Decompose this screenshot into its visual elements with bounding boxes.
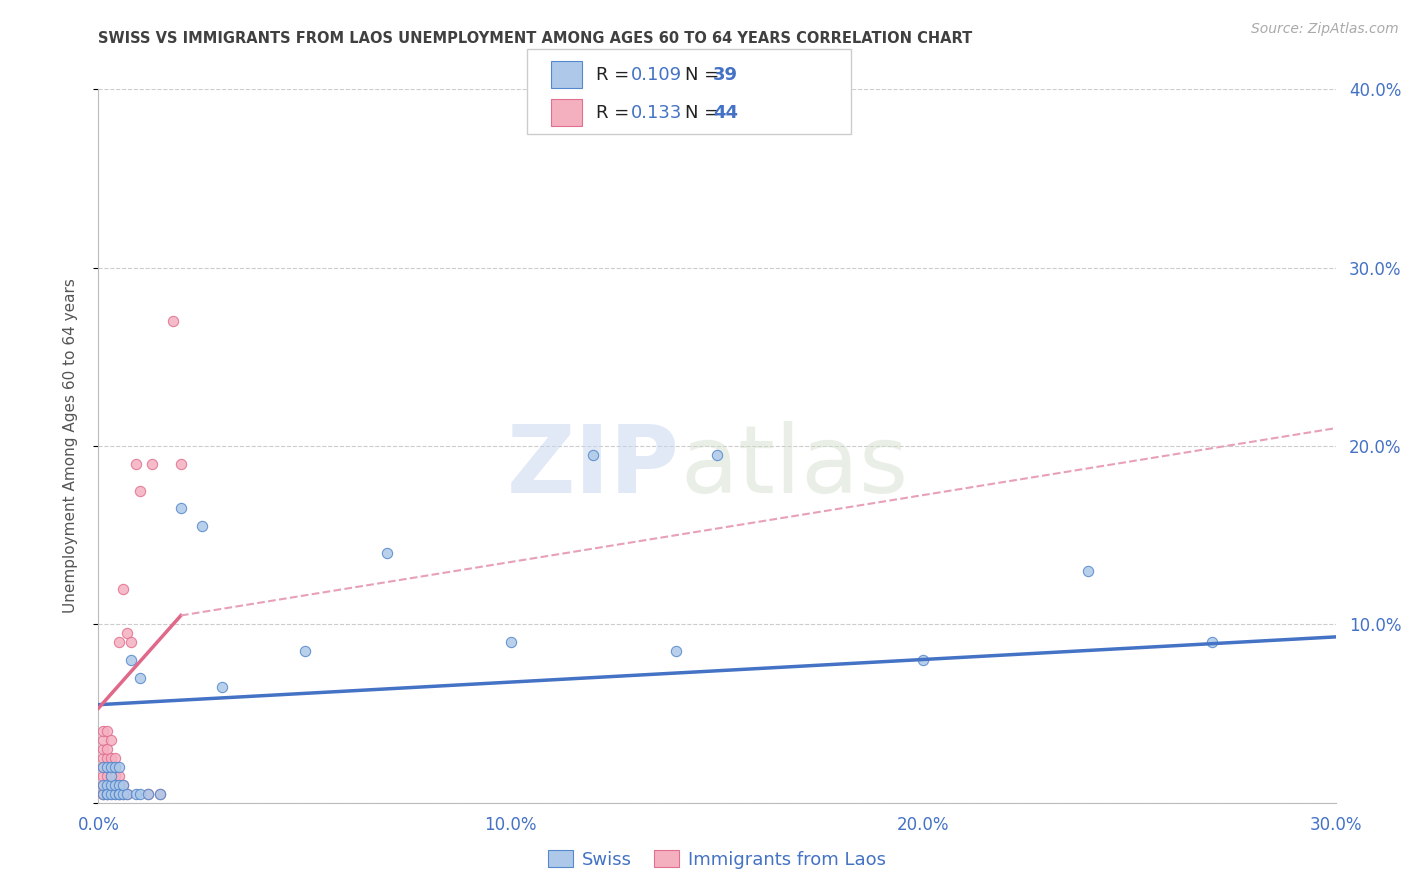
Point [149,787,172,801]
Point [91,760,114,774]
Point [96,724,118,739]
Point [136,787,159,801]
Point [1201,635,1223,649]
Point [108,778,131,792]
Text: SWISS VS IMMIGRANTS FROM LAOS UNEMPLOYMENT AMONG AGES 60 TO 64 YEARS CORRELATION: SWISS VS IMMIGRANTS FROM LAOS UNEMPLOYME… [98,31,973,46]
Point [96,760,118,774]
Point [128,787,150,801]
Point [124,787,146,801]
Point [211,680,233,694]
Point [91,778,114,792]
Point [96,778,118,792]
Point [108,778,131,792]
Point [104,778,127,792]
Point [91,787,114,801]
Point [112,787,135,801]
Point [170,501,193,516]
Point [104,787,127,801]
Point [96,787,118,801]
Text: 0.109: 0.109 [631,66,682,84]
Point [120,653,142,667]
Point [108,760,131,774]
Point [499,635,522,649]
Point [104,769,127,783]
Point [100,769,122,783]
Point [91,724,114,739]
Point [128,671,150,685]
Point [96,760,118,774]
Text: Source: ZipAtlas.com: Source: ZipAtlas.com [1251,22,1399,37]
Point [91,769,114,783]
Point [108,787,131,801]
Point [104,760,127,774]
Point [117,626,139,640]
Point [100,787,122,801]
Point [141,457,163,471]
Point [128,483,150,498]
Point [112,787,135,801]
Point [100,787,122,801]
Point [96,778,118,792]
Y-axis label: Unemployment Among Ages 60 to 64 years: Unemployment Among Ages 60 to 64 years [63,278,77,614]
Legend: Swiss, Immigrants from Laos: Swiss, Immigrants from Laos [541,843,893,876]
Point [100,778,122,792]
Point [100,760,122,774]
Point [117,787,139,801]
Point [162,314,184,328]
Point [104,760,127,774]
Point [96,742,118,756]
Point [100,769,122,783]
Point [100,751,122,765]
Point [190,519,212,533]
Point [91,742,114,756]
Point [117,787,139,801]
Point [706,448,728,462]
Point [108,769,131,783]
Text: N =: N = [685,103,724,121]
Point [112,778,135,792]
Point [170,457,193,471]
Point [104,751,127,765]
Point [100,733,122,747]
Point [149,787,172,801]
Point [91,787,114,801]
Text: 44: 44 [713,103,738,121]
Point [96,787,118,801]
Point [91,778,114,792]
Point [91,787,114,801]
Point [96,787,118,801]
Point [96,751,118,765]
Point [96,769,118,783]
Point [108,635,131,649]
Point [100,778,122,792]
Point [104,787,127,801]
Point [124,457,146,471]
Text: atlas: atlas [681,421,908,514]
Point [582,448,605,462]
Text: 39: 39 [713,66,738,84]
Point [100,760,122,774]
Point [91,733,114,747]
Point [108,787,131,801]
Point [294,644,316,658]
Point [136,787,159,801]
Text: R =: R = [596,103,636,121]
Point [112,778,135,792]
Point [1077,564,1099,578]
Point [665,644,688,658]
Text: R =: R = [596,66,636,84]
Point [91,760,114,774]
Point [912,653,935,667]
Point [112,582,135,596]
Point [108,787,131,801]
Point [104,778,127,792]
Text: 0.133: 0.133 [631,103,683,121]
Text: ZIP: ZIP [508,421,681,514]
Point [375,546,398,560]
Text: N =: N = [685,66,724,84]
Point [120,635,142,649]
Point [91,751,114,765]
